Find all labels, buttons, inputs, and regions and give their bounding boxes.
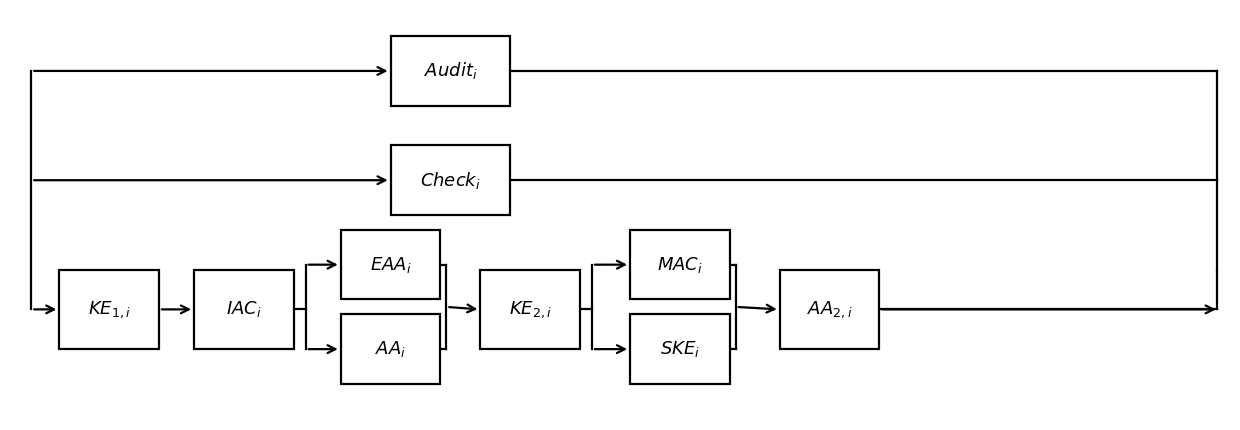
Text: $EAA_{i}$: $EAA_{i}$ <box>370 255 412 275</box>
Bar <box>780 270 879 349</box>
Text: $MAC_{i}$: $MAC_{i}$ <box>657 255 703 275</box>
Text: $AA_{2,i}$: $AA_{2,i}$ <box>807 299 852 319</box>
Bar <box>60 270 159 349</box>
Text: $Check_{i}$: $Check_{i}$ <box>420 170 481 191</box>
Text: $KE_{2,i}$: $KE_{2,i}$ <box>508 299 552 319</box>
Bar <box>193 270 294 349</box>
Text: $Audit_{i}$: $Audit_{i}$ <box>424 61 477 81</box>
Text: $IAC_{i}$: $IAC_{i}$ <box>226 299 262 319</box>
Bar <box>391 36 510 106</box>
Bar <box>630 230 730 299</box>
Bar <box>341 314 440 384</box>
Bar <box>341 230 440 299</box>
Bar <box>480 270 580 349</box>
Bar <box>391 145 510 215</box>
Text: $KE_{1,i}$: $KE_{1,i}$ <box>88 299 130 319</box>
Text: $AA_{i}$: $AA_{i}$ <box>374 339 405 359</box>
Text: $SKE_{i}$: $SKE_{i}$ <box>660 339 699 359</box>
Bar <box>630 314 730 384</box>
